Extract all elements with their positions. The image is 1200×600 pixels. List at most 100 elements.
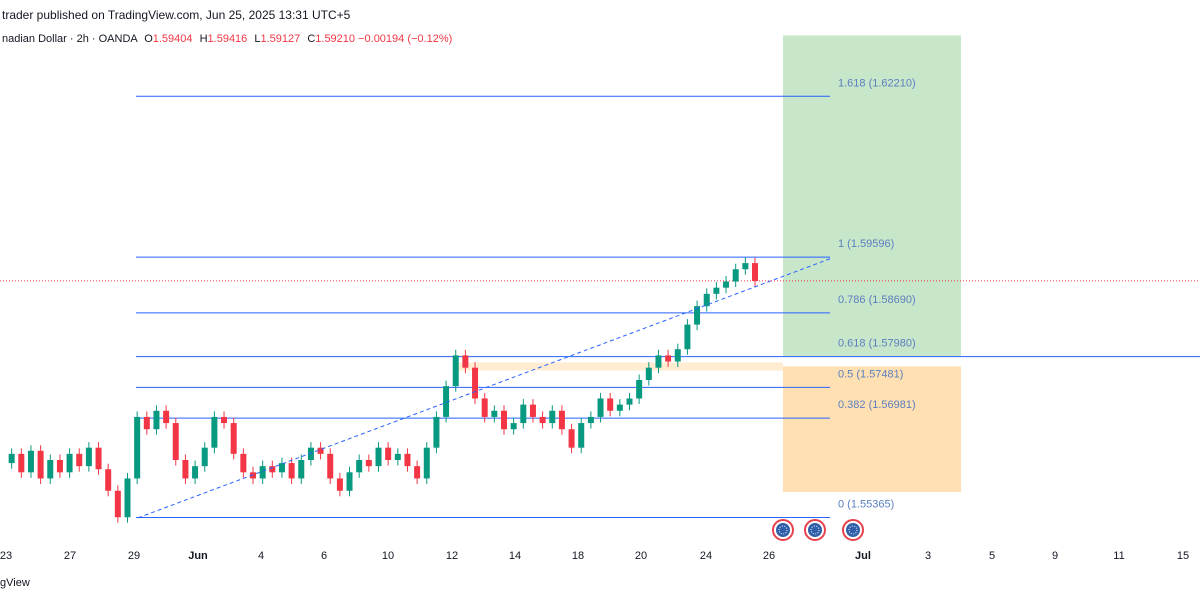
open-label: O bbox=[144, 33, 153, 45]
fib-label-1: 1 (1.59596) bbox=[838, 238, 894, 250]
candle-body bbox=[626, 398, 633, 405]
economic-event-icon[interactable] bbox=[804, 519, 826, 541]
candle-body bbox=[240, 453, 247, 473]
candle-body bbox=[645, 367, 652, 380]
candle-body bbox=[423, 447, 430, 479]
candle-body bbox=[443, 386, 450, 417]
candle-body bbox=[713, 287, 720, 294]
candle-body bbox=[433, 416, 440, 448]
x-tick-label: 15 bbox=[1177, 550, 1189, 562]
tradingview-brand: gView bbox=[0, 577, 30, 589]
x-tick-label: 23 bbox=[0, 550, 12, 562]
candle-body bbox=[597, 398, 604, 417]
candle-body bbox=[201, 447, 208, 467]
candle-body bbox=[288, 463, 295, 479]
candle-body bbox=[616, 404, 623, 411]
candle-body bbox=[385, 447, 392, 460]
candle-body bbox=[269, 466, 276, 473]
trendline[interactable] bbox=[137, 258, 831, 519]
candle-body bbox=[336, 478, 343, 491]
fib-label-1-618: 1.618 (1.62210) bbox=[838, 77, 916, 89]
candle-body bbox=[346, 472, 353, 491]
candle-body bbox=[703, 293, 710, 307]
candle-body bbox=[307, 447, 314, 460]
candle-body bbox=[452, 355, 459, 387]
candle-body bbox=[375, 447, 382, 467]
fib-label-0-5: 0.5 (1.57481) bbox=[838, 368, 903, 380]
low-label: L bbox=[254, 33, 261, 45]
candle-body bbox=[578, 423, 585, 448]
candle-body bbox=[76, 453, 83, 467]
candle-body bbox=[742, 263, 749, 270]
candle-body bbox=[684, 324, 691, 350]
candle-body bbox=[356, 460, 363, 473]
x-axis: 23 27 29 Jun 4 6 10 12 14 18 20 24 26 Jul 3 5 9 11 15 bbox=[0, 550, 1189, 562]
event-markers[interactable] bbox=[772, 519, 864, 541]
change-value: −0.00194 (−0.12%) bbox=[358, 33, 453, 45]
candle-body bbox=[56, 460, 63, 473]
high-label: H bbox=[199, 33, 208, 45]
open-value: 1.59404 bbox=[152, 33, 193, 45]
candle-body bbox=[462, 355, 469, 368]
target-zone[interactable] bbox=[783, 35, 961, 357]
candle-body bbox=[221, 416, 228, 424]
stop-zone[interactable] bbox=[783, 366, 961, 492]
candle-body bbox=[607, 398, 614, 411]
x-tick-label: 5 bbox=[989, 550, 995, 562]
x-tick-label: 12 bbox=[446, 550, 458, 562]
candle-body bbox=[105, 469, 112, 491]
fib-label-0: 0 (1.55365) bbox=[838, 499, 894, 511]
x-tick-label: 9 bbox=[1052, 550, 1058, 562]
entry-band bbox=[455, 362, 783, 371]
candle-body bbox=[636, 380, 643, 399]
candle-body bbox=[85, 447, 92, 467]
candle-body bbox=[752, 263, 758, 281]
candle-body bbox=[163, 410, 170, 424]
candle-body bbox=[95, 447, 102, 470]
candlestick-series bbox=[8, 257, 758, 523]
candle-body bbox=[539, 416, 546, 424]
candle-body bbox=[587, 416, 594, 424]
candle-body bbox=[394, 453, 401, 460]
candle-body bbox=[568, 429, 575, 448]
x-tick-label: 29 bbox=[128, 550, 140, 562]
candle-body bbox=[414, 466, 421, 479]
candle-body bbox=[501, 410, 507, 430]
candle-body bbox=[317, 447, 324, 454]
candle-body bbox=[655, 355, 662, 368]
trendline-dashed[interactable] bbox=[137, 258, 831, 519]
fib-label-0-618: 0.618 (1.57980) bbox=[838, 338, 916, 350]
candle-body bbox=[327, 453, 334, 479]
fib-retracement[interactable]: 1.618 (1.62210) 1 (1.59596) 0.786 (1.58690… bbox=[0, 77, 1200, 519]
candle-body bbox=[250, 472, 256, 479]
candle-body bbox=[298, 460, 305, 479]
economic-event-icon[interactable] bbox=[842, 519, 864, 541]
candle-body bbox=[47, 460, 54, 479]
x-tick-label: 18 bbox=[572, 550, 584, 562]
candle-body bbox=[134, 416, 141, 479]
candle-body bbox=[404, 453, 411, 467]
x-tick-label: 14 bbox=[509, 550, 521, 562]
x-tick-label: 20 bbox=[635, 550, 647, 562]
candle-body bbox=[192, 466, 199, 479]
fib-label-0-786: 0.786 (1.58690) bbox=[838, 294, 916, 306]
candle-body bbox=[143, 416, 150, 430]
candle-body bbox=[549, 410, 556, 424]
candle-body bbox=[8, 453, 15, 464]
x-tick-label: 6 bbox=[321, 550, 327, 562]
candle-body bbox=[182, 460, 189, 479]
candle-body bbox=[665, 355, 672, 362]
candle-body bbox=[529, 404, 536, 417]
economic-event-icon[interactable] bbox=[772, 519, 794, 541]
x-tick-label: 10 bbox=[382, 550, 394, 562]
x-tick-label: Jun bbox=[188, 550, 208, 562]
candle-body bbox=[723, 281, 730, 288]
close-value: 1.59210 bbox=[315, 33, 356, 45]
candle-body bbox=[520, 404, 527, 424]
candle-body bbox=[558, 410, 565, 430]
candle-body bbox=[259, 466, 266, 479]
x-tick-label: 26 bbox=[763, 550, 775, 562]
candle-body bbox=[510, 423, 517, 430]
close-label: C bbox=[307, 33, 316, 45]
